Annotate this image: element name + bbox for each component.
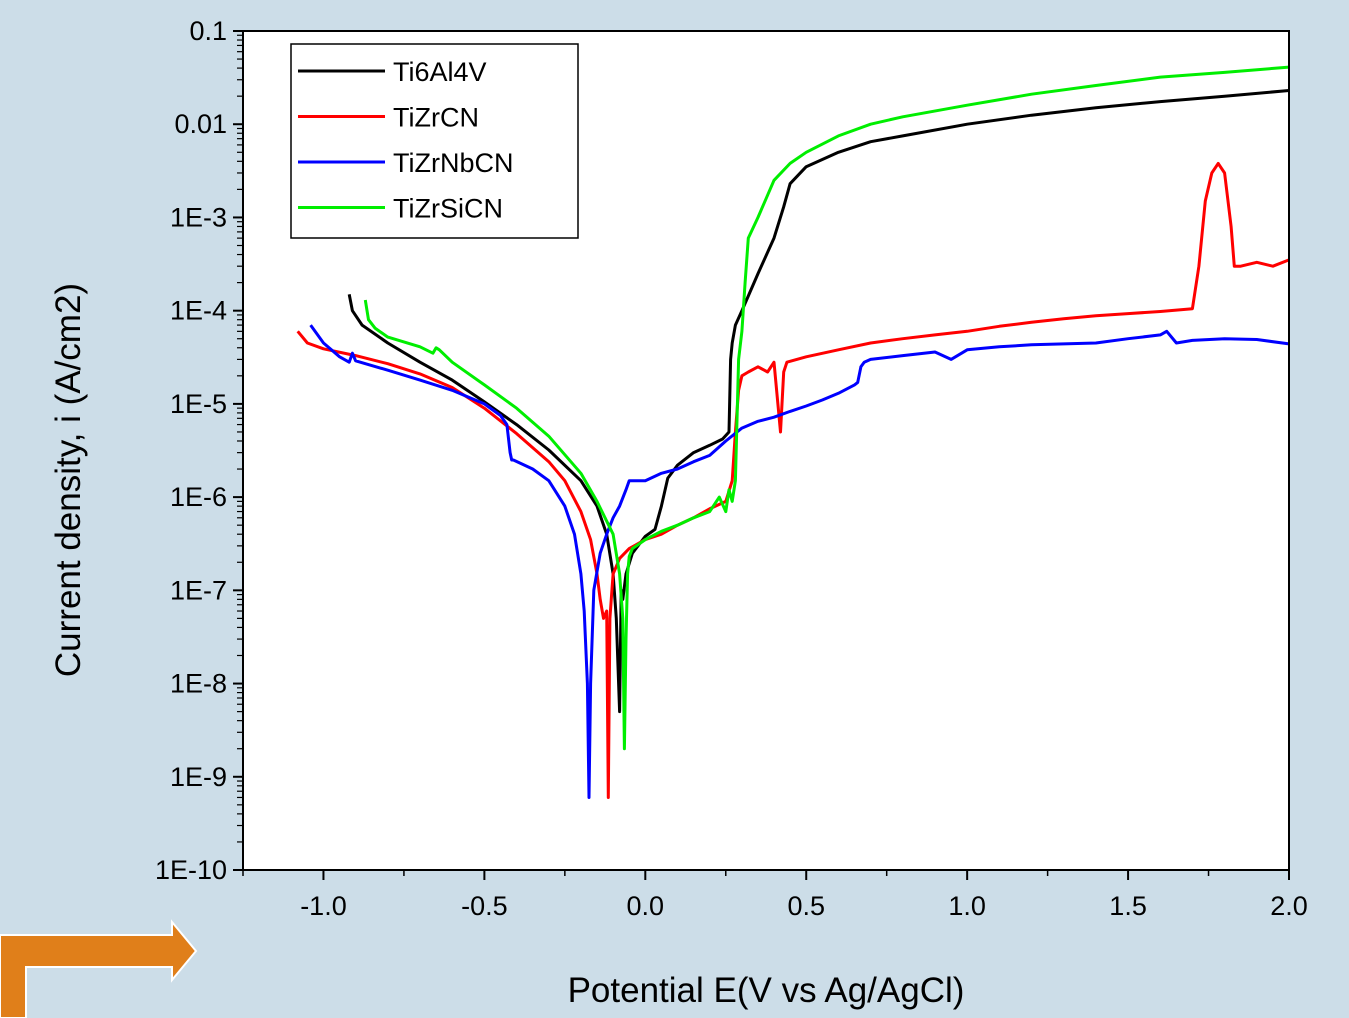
legend-label-tizrsicn: TiZrSiCN <box>393 194 503 224</box>
series-layer <box>296 65 1290 799</box>
series-line-tizrcn <box>296 161 1290 799</box>
legend-box <box>290 43 579 239</box>
legend-label-ti6al4v: Ti6Al4V <box>393 57 487 87</box>
x-tick-label: -1.0 <box>300 891 347 921</box>
bent-arrow-right-icon <box>0 919 198 1018</box>
legend: Ti6Al4V TiZrCN TiZrNbCN TiZrSiCN <box>290 43 579 239</box>
x-tick-label: 0.5 <box>787 891 825 921</box>
y-tick-label: 1E-10 <box>155 855 227 885</box>
plot-frame <box>242 30 1290 871</box>
y-tick-label: 1E-6 <box>170 482 227 512</box>
legend-label-tizrcn: TiZrCN <box>393 103 479 133</box>
x-tick-label: 0.0 <box>627 891 665 921</box>
y-axis-title: Current density, i (A/cm2) <box>49 283 88 677</box>
legend-label-tizrnbcn: TiZrNbCN <box>393 148 514 178</box>
x-tick-label: -0.5 <box>461 891 508 921</box>
x-tick-label: 1.0 <box>948 891 986 921</box>
y-tick-label: 0.01 <box>174 109 227 139</box>
x-tick-label: 1.5 <box>1109 891 1147 921</box>
x-axis-ticks: -1.0 -0.5 0.0 0.5 1.0 1.5 2.0 <box>242 870 1308 921</box>
y-tick-label: 1E-3 <box>170 202 227 232</box>
y-tick-label: 0.1 <box>189 16 227 46</box>
y-axis-ticks: 1E-10 1E-9 1E-8 1E-7 1E-6 1E-5 1E-4 1E-3 0.01 0.1 <box>155 16 243 885</box>
series-line-tizrsicn <box>363 65 1290 751</box>
y-tick-label: 1E-4 <box>170 296 227 326</box>
y-tick-label: 1E-9 <box>170 762 227 792</box>
y-tick-label: 1E-7 <box>170 575 227 605</box>
x-axis-title: Potential E(V vs Ag/AgCl) <box>568 971 965 1010</box>
series-line-tizrnbcn <box>309 324 1290 799</box>
y-tick-label: 1E-8 <box>170 669 227 699</box>
y-tick-label: 1E-5 <box>170 389 227 419</box>
x-tick-label: 2.0 <box>1270 891 1308 921</box>
